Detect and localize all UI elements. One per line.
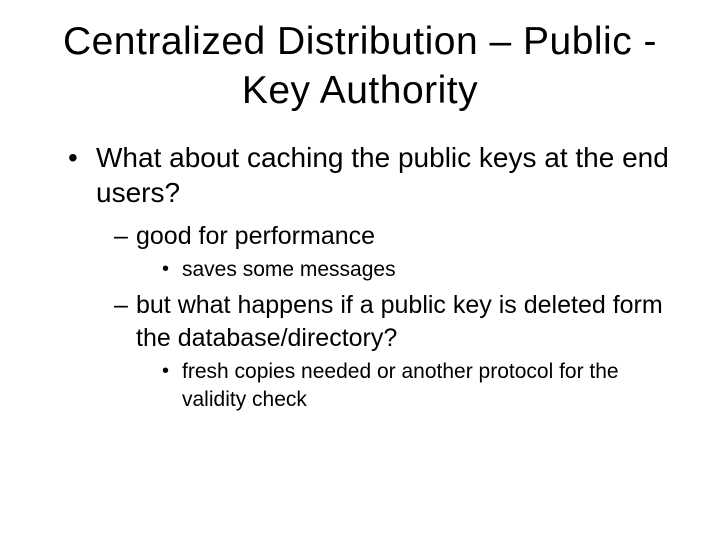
slide-title: Centralized Distribution – Public -Key A… — [40, 18, 680, 116]
bullet-list-level3: fresh copies needed or another protocol … — [162, 358, 680, 413]
list-item: saves some messages — [162, 256, 680, 283]
list-item: but what happens if a public key is dele… — [114, 289, 680, 413]
list-item: What about caching the public keys at th… — [68, 140, 680, 413]
bullet-list-level2: good for performance saves some messages… — [114, 220, 680, 413]
slide: Centralized Distribution – Public -Key A… — [0, 0, 720, 540]
bullet-text: What about caching the public keys at th… — [96, 142, 669, 208]
bullet-list-level3: saves some messages — [162, 256, 680, 283]
bullet-text: good for performance — [136, 222, 375, 250]
bullet-text: but what happens if a public key is dele… — [136, 291, 663, 352]
list-item: good for performance saves some messages — [114, 220, 680, 284]
bullet-text: saves some messages — [182, 258, 396, 281]
bullet-text: fresh copies needed or another protocol … — [182, 360, 619, 410]
bullet-list-level1: What about caching the public keys at th… — [68, 140, 680, 413]
list-item: fresh copies needed or another protocol … — [162, 358, 680, 413]
